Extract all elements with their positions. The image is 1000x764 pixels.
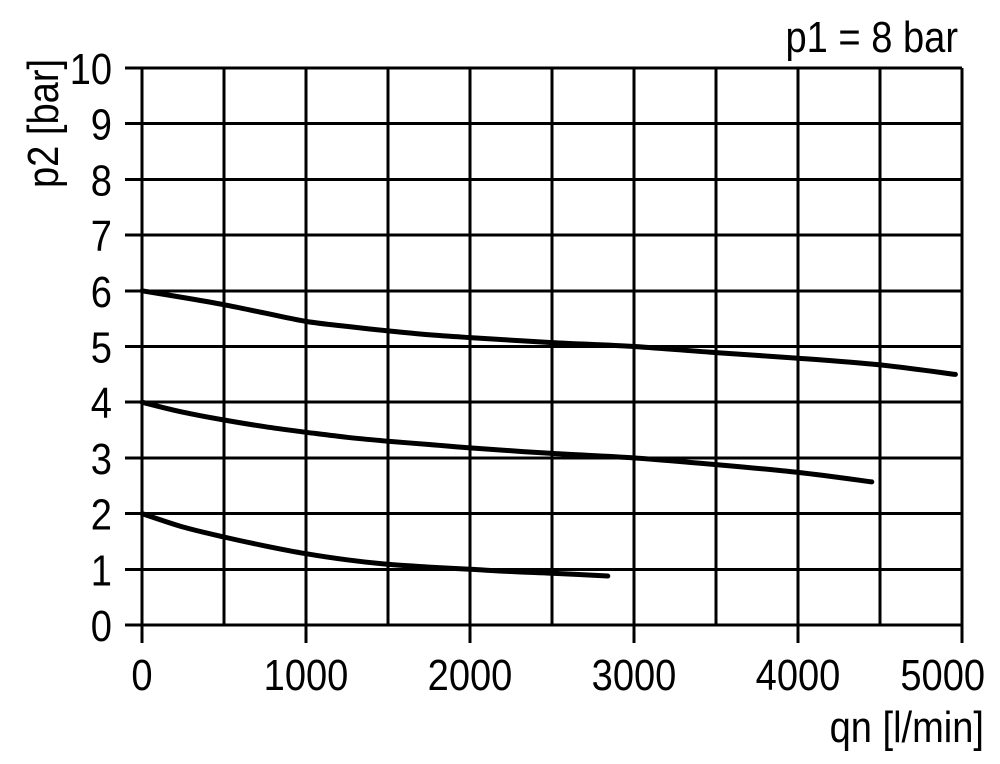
x-tick-label: 4000 [756, 651, 841, 700]
y-tick-label: 8 [91, 156, 112, 205]
y-tick-label: 2 [91, 491, 112, 540]
x-tick-label: 5000 [900, 651, 985, 700]
y-tick-label: 0 [91, 602, 112, 651]
x-tick-label: 0 [131, 651, 152, 700]
y-tick-label: 7 [91, 212, 112, 261]
curve-6-bar [139, 288, 958, 377]
x-tick-label: 1000 [264, 651, 349, 700]
curve-2-bar [139, 511, 611, 579]
y-tick-label: 4 [91, 379, 112, 428]
curves [139, 288, 958, 579]
y-axis-label: p2 [bar] [19, 59, 68, 188]
x-tick-label: 3000 [592, 651, 677, 700]
y-tick-label: 9 [91, 101, 112, 150]
y-tick-label: 10 [70, 45, 112, 94]
labels: 0 1000 2000 3000 4000 5000 0 1 2 3 4 5 6 7 8 9 10 p1 = 8 … [19, 13, 985, 752]
curve-4-bar [139, 399, 875, 485]
chart-title: p1 = 8 bar [786, 13, 959, 62]
x-tick-label: 2000 [428, 651, 513, 700]
y-tick-label: 3 [91, 435, 112, 484]
y-tick-label: 6 [91, 268, 112, 317]
y-tick-label: 5 [91, 324, 112, 373]
grid [125, 66, 964, 643]
y-tick-label: 1 [91, 546, 112, 595]
x-axis-label: qn [l/min] [830, 703, 984, 752]
